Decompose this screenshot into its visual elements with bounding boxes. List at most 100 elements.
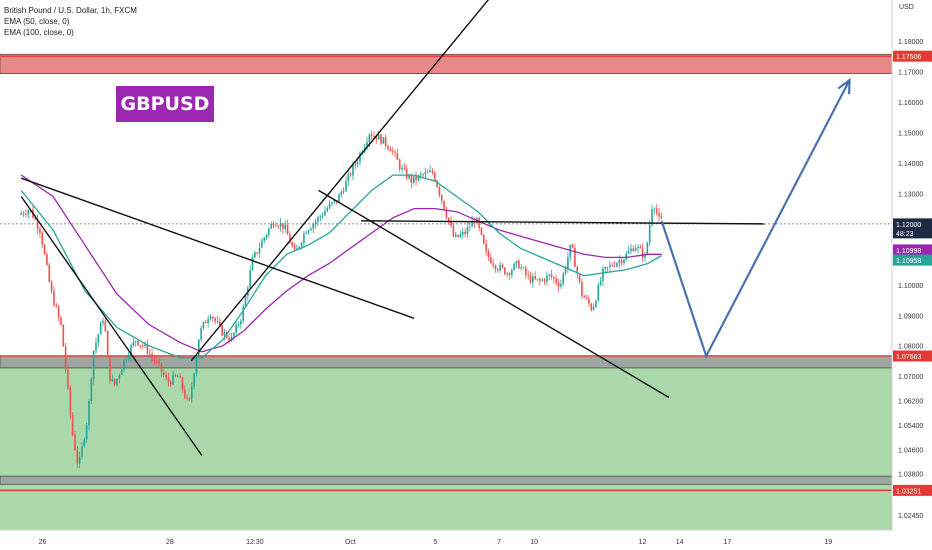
price-label-text: 1.07663 <box>896 354 921 361</box>
candle-body <box>62 324 65 347</box>
candle-body <box>504 267 506 275</box>
candle-body <box>660 216 663 219</box>
candle-body <box>134 340 137 342</box>
candle-body <box>230 336 233 341</box>
candle-body <box>291 242 294 247</box>
candle-body <box>85 425 88 440</box>
candle-body <box>155 361 158 362</box>
candle-body <box>116 378 118 385</box>
candle-body <box>478 218 480 228</box>
price-label-box <box>893 350 932 362</box>
candle-body <box>312 224 315 229</box>
candle-body <box>623 259 625 264</box>
ema-50-legend: EMA (50, close, 0) <box>4 17 70 26</box>
candle-body <box>284 224 287 229</box>
candle-body <box>69 387 72 415</box>
candle-body <box>445 209 448 218</box>
candle-body <box>641 248 644 258</box>
candle-body <box>356 161 359 165</box>
candle-body <box>307 230 310 233</box>
candle-body <box>137 340 139 346</box>
candle-body <box>193 373 195 387</box>
candle-body <box>228 337 230 341</box>
time-tick-label: 17 <box>724 539 732 546</box>
candle-body <box>522 267 525 269</box>
candle-body <box>585 297 588 299</box>
candle-body <box>562 273 565 285</box>
candle-body <box>333 200 336 203</box>
trendline <box>20 196 203 456</box>
candle-body <box>39 228 41 233</box>
price-axis-background <box>892 0 932 550</box>
candle-body <box>74 435 76 451</box>
candle-body <box>258 247 261 254</box>
candle-body <box>459 234 462 238</box>
candle-body <box>396 152 399 160</box>
candle-body <box>160 363 163 373</box>
candle-body <box>405 168 408 179</box>
time-tick-label: 14 <box>676 539 684 546</box>
candle-body <box>67 369 69 388</box>
candle-body <box>648 224 651 243</box>
candle-body <box>95 342 97 351</box>
candle-body <box>609 265 611 268</box>
price-label-text: 1.10958 <box>896 258 921 265</box>
candle-body <box>389 148 392 152</box>
price-tick-label: 1.13000 <box>898 191 923 198</box>
candle-body <box>574 247 576 267</box>
candle-body <box>391 151 394 152</box>
candle-body <box>501 265 504 268</box>
candle-body <box>162 372 165 376</box>
candle-body <box>352 164 354 176</box>
candle-body <box>539 279 541 281</box>
candle-body <box>265 234 268 238</box>
candle-body <box>637 246 639 249</box>
candle-body <box>90 379 93 401</box>
candle-body <box>71 414 74 436</box>
time-tick-label: 12:30 <box>246 539 264 546</box>
candle-body <box>429 170 431 173</box>
candle-body <box>550 274 553 278</box>
candle-body <box>518 260 520 269</box>
candle-body <box>382 137 385 144</box>
candle-body <box>275 225 277 227</box>
candle-body <box>412 176 415 183</box>
candle-body <box>592 306 595 310</box>
candle-body <box>380 134 382 144</box>
candle-body <box>368 134 371 143</box>
candle-body <box>576 266 579 274</box>
candle-body <box>555 278 558 283</box>
time-tick-label: 19 <box>824 539 832 546</box>
price-label-box <box>893 218 932 239</box>
candle-body <box>578 273 581 283</box>
price-tick-label: 1.16000 <box>898 100 923 107</box>
candle-body <box>340 191 343 195</box>
candle-body <box>485 243 487 252</box>
candle-body <box>529 275 532 283</box>
candle-body <box>370 134 373 137</box>
candle-body <box>461 231 464 235</box>
candle-body <box>60 317 62 325</box>
candle-body <box>447 217 450 222</box>
trendline <box>318 189 670 399</box>
candle-body <box>464 231 466 234</box>
candle-body <box>398 159 401 170</box>
candle-body <box>127 355 130 360</box>
candle-body <box>263 237 266 241</box>
candle-body <box>251 257 254 271</box>
candle-body <box>181 377 184 390</box>
candle-body <box>132 341 135 346</box>
candle-body <box>497 269 499 271</box>
candle-body <box>211 316 214 319</box>
candle-body <box>268 228 270 235</box>
candle-body <box>120 369 123 376</box>
candle-body <box>482 234 485 244</box>
candle-body <box>324 211 326 216</box>
candle-body <box>148 353 151 355</box>
candle-body <box>419 174 422 176</box>
candle-body <box>436 180 438 188</box>
candle-body <box>76 450 79 464</box>
candle-body <box>515 260 518 264</box>
candle-body <box>632 248 635 251</box>
